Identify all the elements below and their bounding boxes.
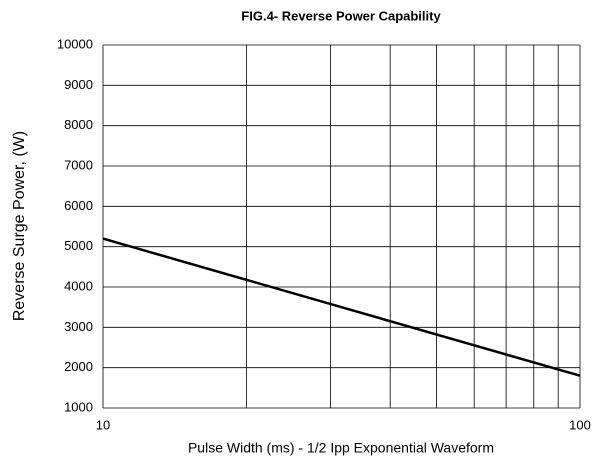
y-tick-label: 7000 — [64, 157, 93, 172]
y-tick-label: 8000 — [64, 117, 93, 132]
chart-title: FIG.4- Reverse Power Capability — [241, 8, 441, 23]
y-axis-label: Reverse Surge Power, (W) — [11, 131, 28, 321]
x-axis-label: Pulse Width (ms) - 1/2 Ipp Exponential W… — [188, 440, 494, 456]
x-tick-label: 100 — [569, 417, 591, 432]
y-tick-label: 3000 — [64, 319, 93, 334]
y-tick-label: 2000 — [64, 359, 93, 374]
data-line — [102, 237, 581, 377]
y-tick-label: 5000 — [64, 238, 93, 253]
y-tick-label: 10000 — [57, 36, 93, 51]
y-tick-label: 4000 — [64, 278, 93, 293]
x-tick-label: 10 — [96, 417, 110, 432]
y-tick-label: 6000 — [64, 198, 93, 213]
y-tick-label: 1000 — [64, 399, 93, 414]
y-tick-label: 9000 — [64, 77, 93, 92]
